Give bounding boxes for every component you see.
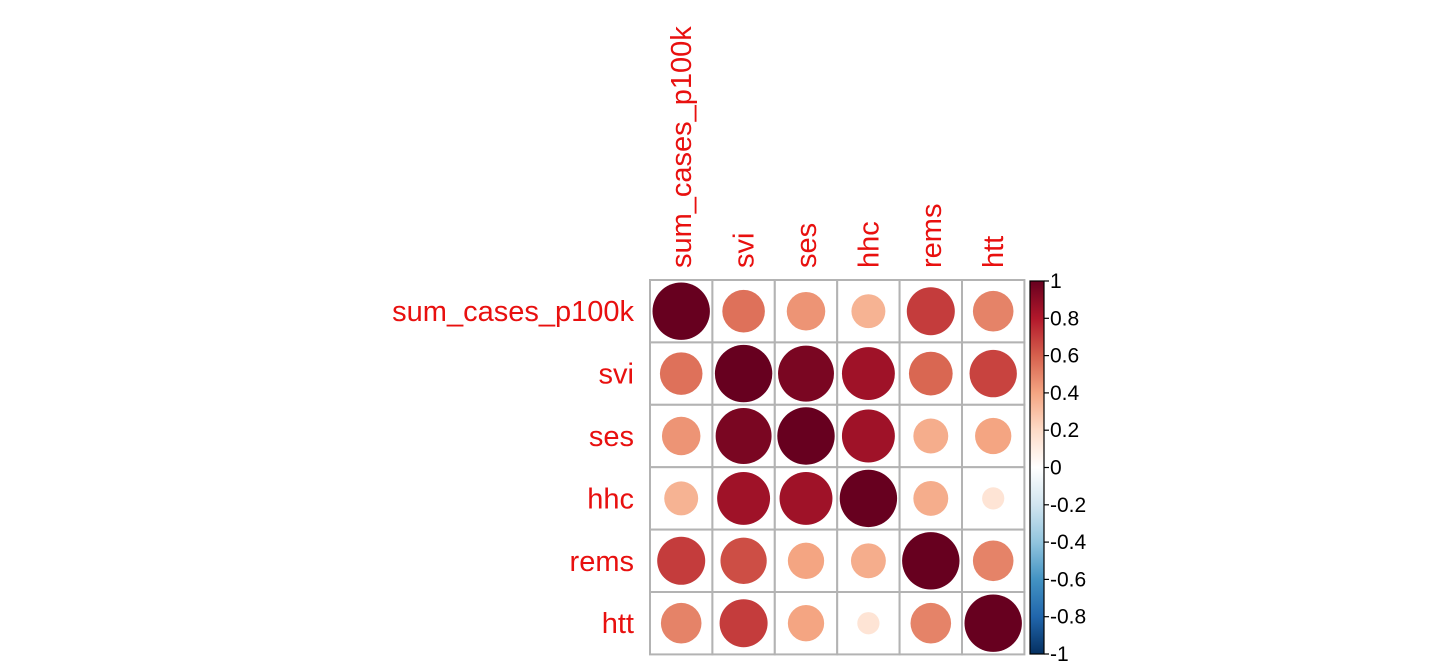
correlation-circle-htt-rems (910, 602, 952, 644)
correlation-circle-rems-sum_cases_p100k (657, 536, 706, 585)
row-label: htt (602, 608, 634, 640)
correlation-circle-hhc-ses (779, 471, 833, 525)
correlation-circle-sum_cases_p100k-htt (972, 290, 1014, 332)
legend-tick-label: 0 (1050, 457, 1062, 480)
legend-tick-label: 0.8 (1050, 307, 1079, 330)
legend-tick-label: -0.2 (1050, 494, 1086, 517)
correlation-circle-rems-hhc (850, 543, 886, 579)
correlation-circle-sum_cases_p100k-ses (786, 291, 826, 331)
correlation-circle-sum_cases_p100k-rems (906, 287, 955, 336)
correlation-circle-hhc-hhc (839, 469, 898, 528)
correlation-circle-svi-svi (714, 344, 773, 403)
correlation-circle-ses-sum_cases_p100k (661, 416, 701, 456)
correlation-circle-hhc-htt (982, 487, 1005, 510)
row-label: rems (570, 546, 634, 578)
correlation-circle-ses-svi (715, 408, 772, 464)
column-label: svi (729, 233, 761, 268)
legend-tick-label: 0.6 (1050, 345, 1079, 368)
column-label: ses (791, 223, 823, 268)
correlation-circle-rems-ses (787, 542, 825, 579)
column-label: sum_cases_p100k (666, 26, 698, 268)
color-legend-ticks: 1 0.8 0.6 0.4 0.2 0 -0.2 -0.4 -0.6 -0.8 -1 (1044, 270, 1087, 666)
row-label: hhc (587, 483, 634, 515)
correlation-circle-sum_cases_p100k-svi (722, 289, 765, 333)
legend-tick-label: 0.2 (1050, 419, 1079, 442)
row-label: svi (599, 359, 634, 391)
legend-tick-label: 0.4 (1050, 382, 1080, 405)
legend-tick-label: -0.4 (1050, 531, 1087, 554)
correlation-circle-svi-rems (908, 351, 953, 396)
correlation-circle-htt-svi (719, 599, 768, 648)
correlation-circle-svi-ses (778, 345, 834, 402)
correlation-circle-htt-htt (964, 594, 1022, 652)
row-label: ses (589, 421, 634, 453)
row-label: sum_cases_p100k (392, 296, 634, 328)
legend-tick-label: -0.8 (1050, 606, 1086, 629)
correlation-circle-svi-htt (969, 349, 1017, 398)
correlation-grid (649, 279, 1026, 656)
correlation-circle-hhc-svi (717, 471, 771, 525)
correlation-circle-hhc-sum_cases_p100k (664, 481, 699, 516)
correlation-circle-svi-sum_cases_p100k (659, 352, 703, 395)
correlation-circle-ses-htt (975, 417, 1012, 455)
column-label: htt (978, 236, 1010, 268)
correlation-circle-sum_cases_p100k-hhc (851, 294, 886, 329)
legend-tick-label: 1 (1050, 270, 1062, 293)
correlation-circle-ses-ses (777, 407, 835, 465)
correlation-circle-svi-hhc (841, 347, 895, 401)
correlation-circles (652, 282, 1022, 652)
color-legend-bar (1029, 280, 1045, 655)
legend-tick-label: -1 (1050, 643, 1069, 666)
correlation-circle-rems-svi (720, 537, 767, 584)
column-label: hhc (853, 221, 885, 268)
correlation-circle-hhc-rems (913, 480, 949, 516)
correlation-circle-htt-hhc (857, 612, 880, 635)
correlation-circle-htt-ses (787, 605, 825, 642)
column-label: rems (916, 204, 948, 268)
correlation-circle-rems-rems (902, 532, 960, 590)
correlation-circle-ses-hhc (841, 409, 895, 463)
color-legend: 1 0.8 0.6 0.4 0.2 0 -0.2 -0.4 -0.6 -0.8 -1 (1029, 270, 1087, 666)
correlation-circle-sum_cases_p100k-sum_cases_p100k (652, 282, 710, 340)
correlation-circle-ses-rems (913, 418, 949, 454)
correlation-circle-htt-sum_cases_p100k (660, 602, 702, 644)
correlation-circle-rems-htt (972, 540, 1014, 582)
grid-cell (961, 528, 1026, 593)
legend-tick-label: -0.6 (1050, 568, 1086, 591)
